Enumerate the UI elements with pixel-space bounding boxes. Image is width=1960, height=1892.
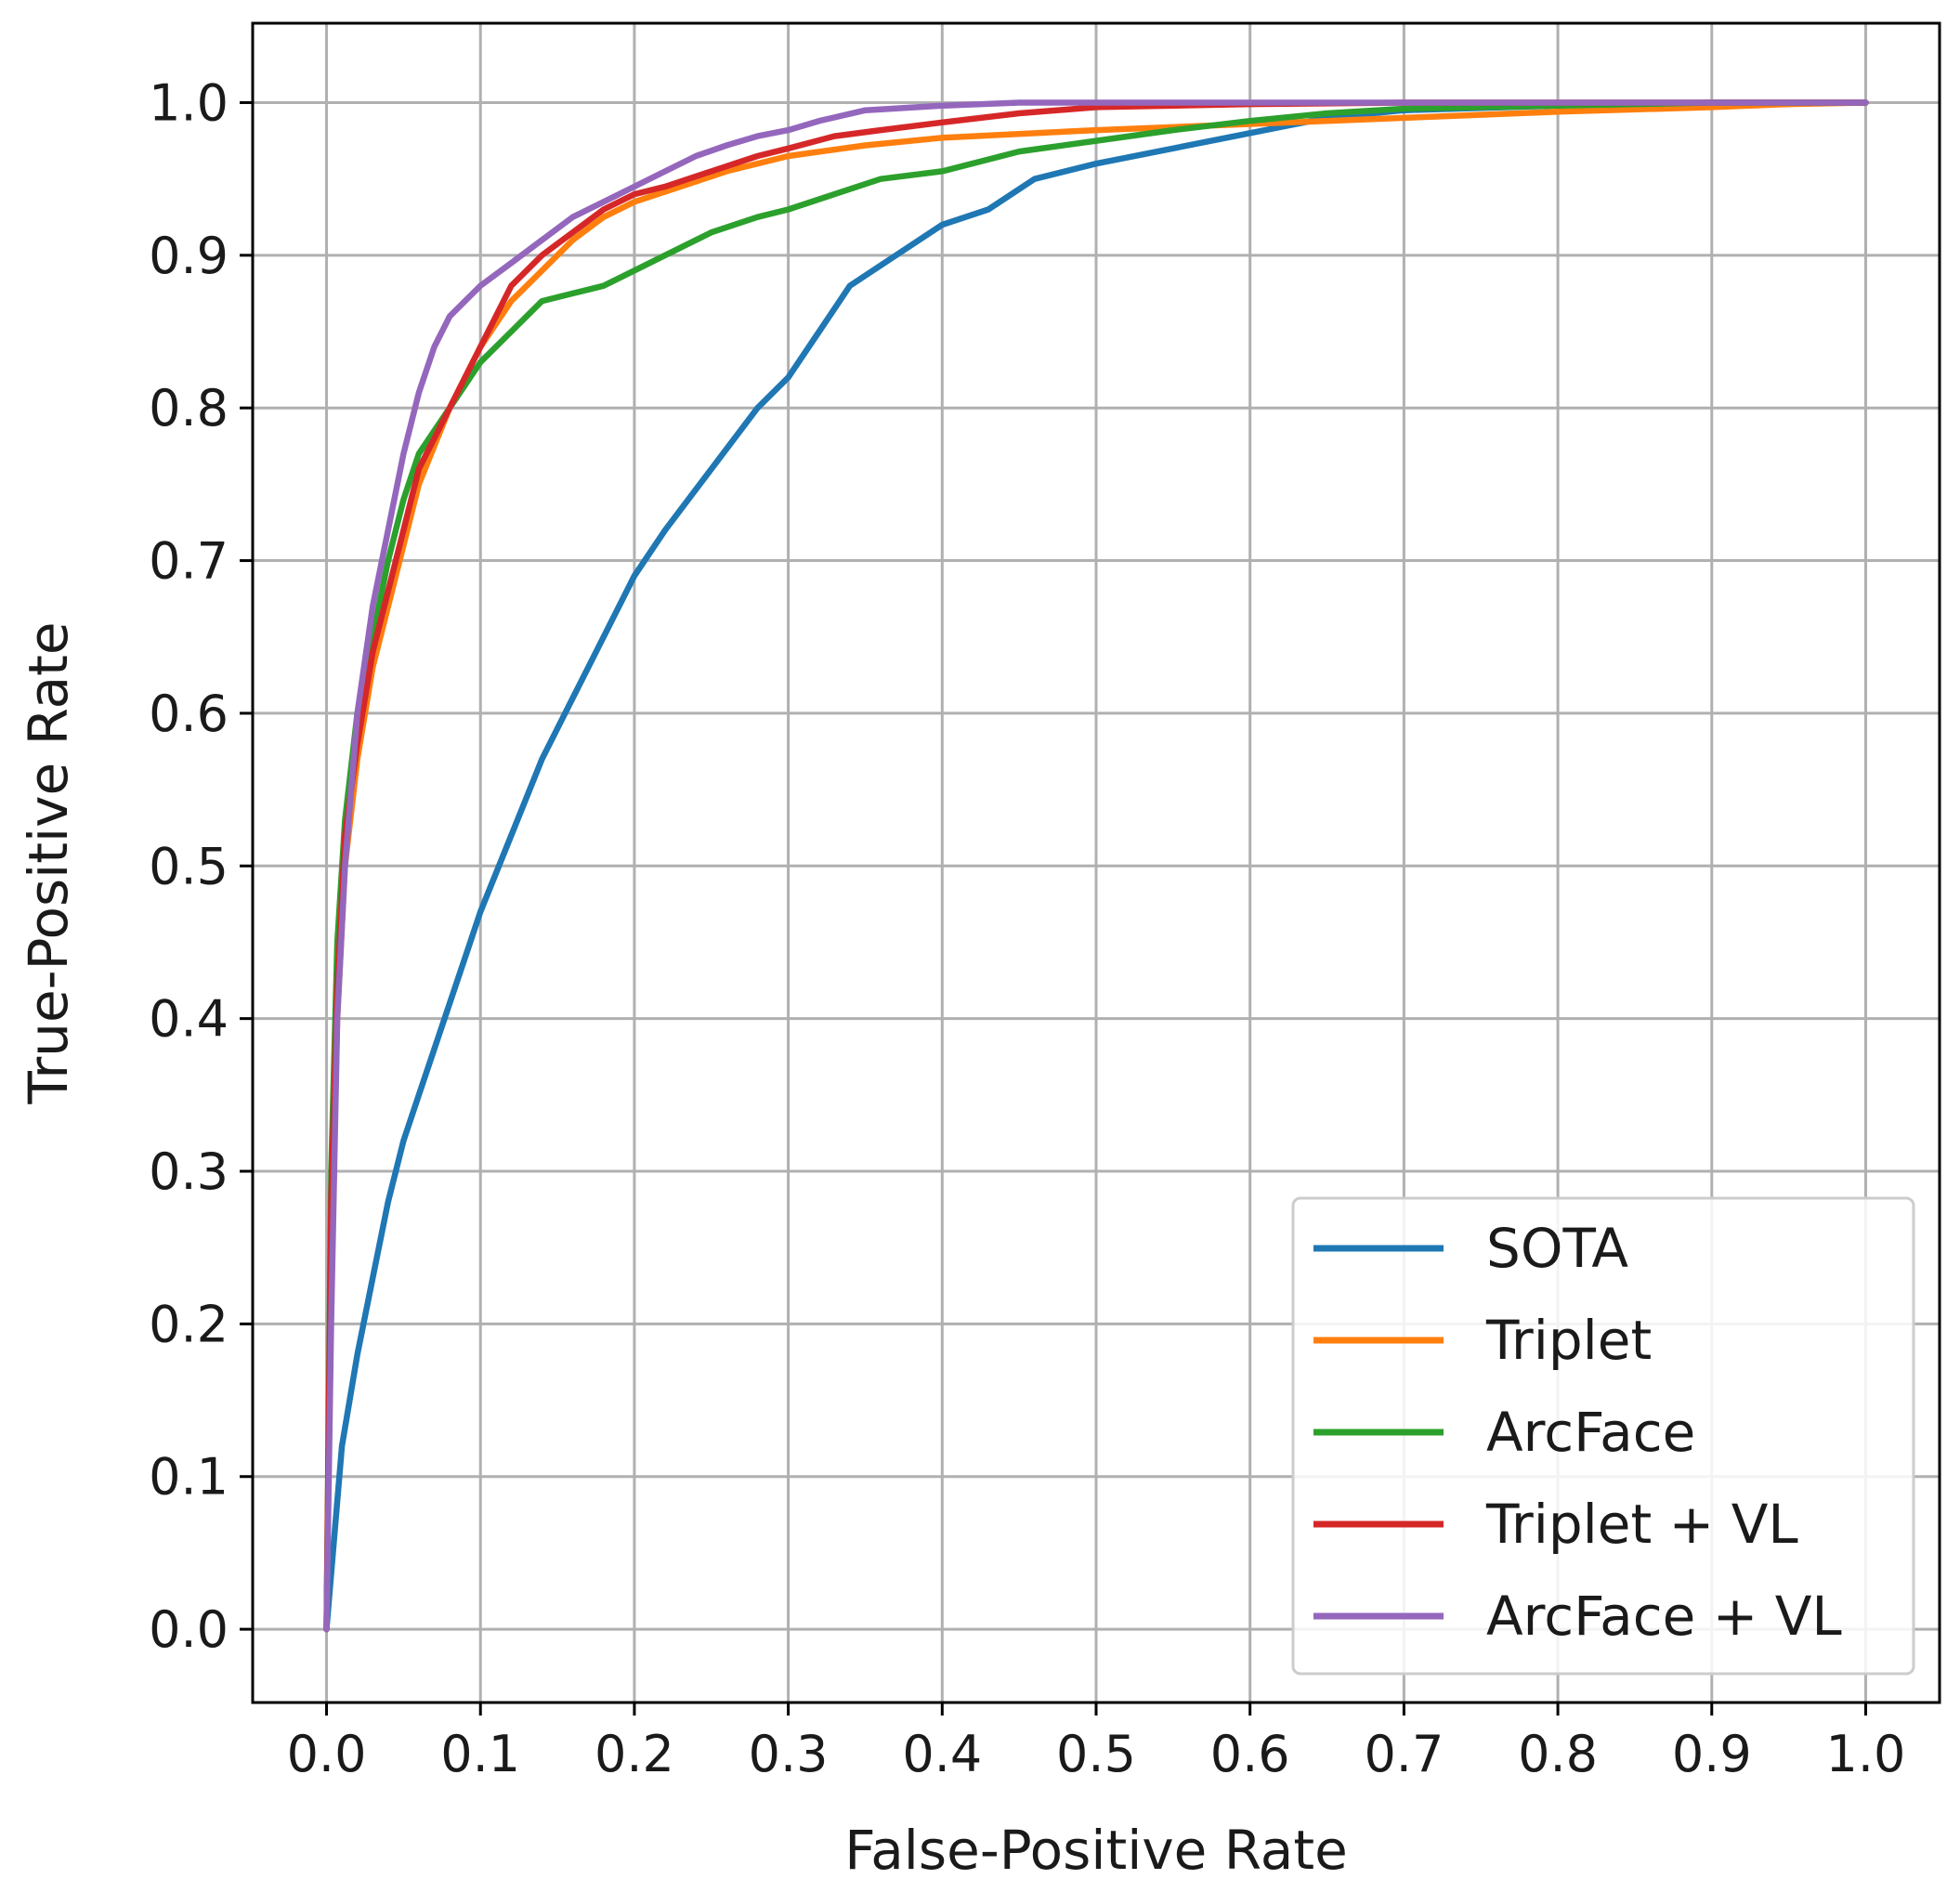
- y-tick-label: 0.7: [149, 532, 229, 591]
- x-tick-label: 0.4: [902, 1725, 982, 1783]
- legend-label-arcface: ArcFace: [1486, 1401, 1695, 1464]
- y-axis-label: True-Positive Rate: [17, 621, 80, 1104]
- series-line-arcface: [323, 99, 1869, 1633]
- series-line-sota: [323, 99, 1869, 1633]
- series-line-triplet-vl: [323, 99, 1869, 1633]
- legend-label-sota: SOTA: [1486, 1217, 1628, 1280]
- series-line-arcface-vl: [323, 99, 1869, 1633]
- y-tick-label: 0.8: [149, 379, 229, 437]
- y-tick-label: 0.3: [149, 1142, 229, 1201]
- y-tick-label: 0.4: [149, 990, 229, 1049]
- x-tick-label: 0.0: [287, 1725, 367, 1783]
- x-tick-label: 0.1: [440, 1725, 520, 1783]
- x-tick-label: 0.2: [595, 1725, 674, 1783]
- y-tick-label: 0.9: [149, 227, 229, 285]
- legend: SOTA Triplet ArcFace Triplet + VL ArcFace + …: [1291, 1196, 1915, 1676]
- y-tick-label: 0.6: [149, 685, 229, 743]
- legend-label-triplet: Triplet: [1485, 1309, 1652, 1372]
- legend-label-arcface-vl: ArcFace + VL: [1486, 1585, 1842, 1648]
- y-tick-label: 0.1: [149, 1448, 229, 1507]
- y-tick-label: 0.5: [149, 837, 229, 895]
- legend-label-triplet-vl: Triplet + VL: [1485, 1493, 1798, 1556]
- x-tick-label: 0.3: [749, 1725, 829, 1783]
- x-tick-label: 0.9: [1672, 1725, 1752, 1783]
- y-tick-label: 0.0: [149, 1600, 229, 1659]
- x-tick-label: 0.7: [1364, 1725, 1444, 1783]
- x-tick-labels: 0.0 0.1 0.2 0.3 0.4 0.5 0.6 0.7 0.8 0.9 1.0: [287, 1725, 1906, 1783]
- y-tick-label: 0.2: [149, 1295, 229, 1353]
- x-tick-label: 0.5: [1056, 1725, 1136, 1783]
- ticks: [240, 100, 1867, 1716]
- x-tick-label: 1.0: [1826, 1725, 1906, 1783]
- y-tick-label: 1.0: [149, 73, 229, 132]
- series-lines: [323, 99, 1869, 1633]
- x-axis-label: False-Positive Rate: [844, 1819, 1348, 1882]
- y-tick-labels: 0.0 0.1 0.2 0.3 0.4 0.5 0.6 0.7 0.8 0.9 1.0: [149, 73, 229, 1659]
- legend-box: [1291, 1196, 1915, 1676]
- x-tick-label: 0.6: [1210, 1725, 1290, 1783]
- x-tick-label: 0.8: [1518, 1725, 1598, 1783]
